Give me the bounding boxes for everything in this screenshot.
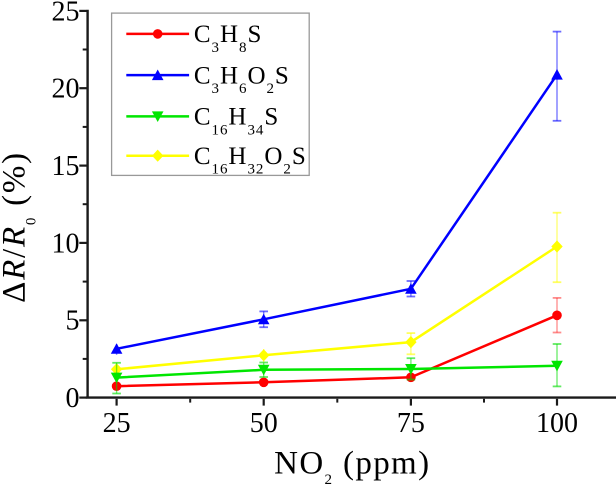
svg-text:NO2 (ppm): NO2 (ppm): [274, 445, 430, 488]
svg-text:25: 25: [103, 408, 131, 439]
svg-text:0: 0: [66, 383, 80, 414]
svg-text:15: 15: [52, 151, 80, 182]
svg-text:25: 25: [52, 0, 80, 27]
svg-text:50: 50: [250, 408, 278, 439]
svg-text:100: 100: [536, 408, 578, 439]
svg-text:5: 5: [66, 306, 80, 337]
svg-text:20: 20: [52, 74, 80, 105]
svg-text:10: 10: [52, 228, 80, 259]
svg-text:75: 75: [397, 408, 425, 439]
